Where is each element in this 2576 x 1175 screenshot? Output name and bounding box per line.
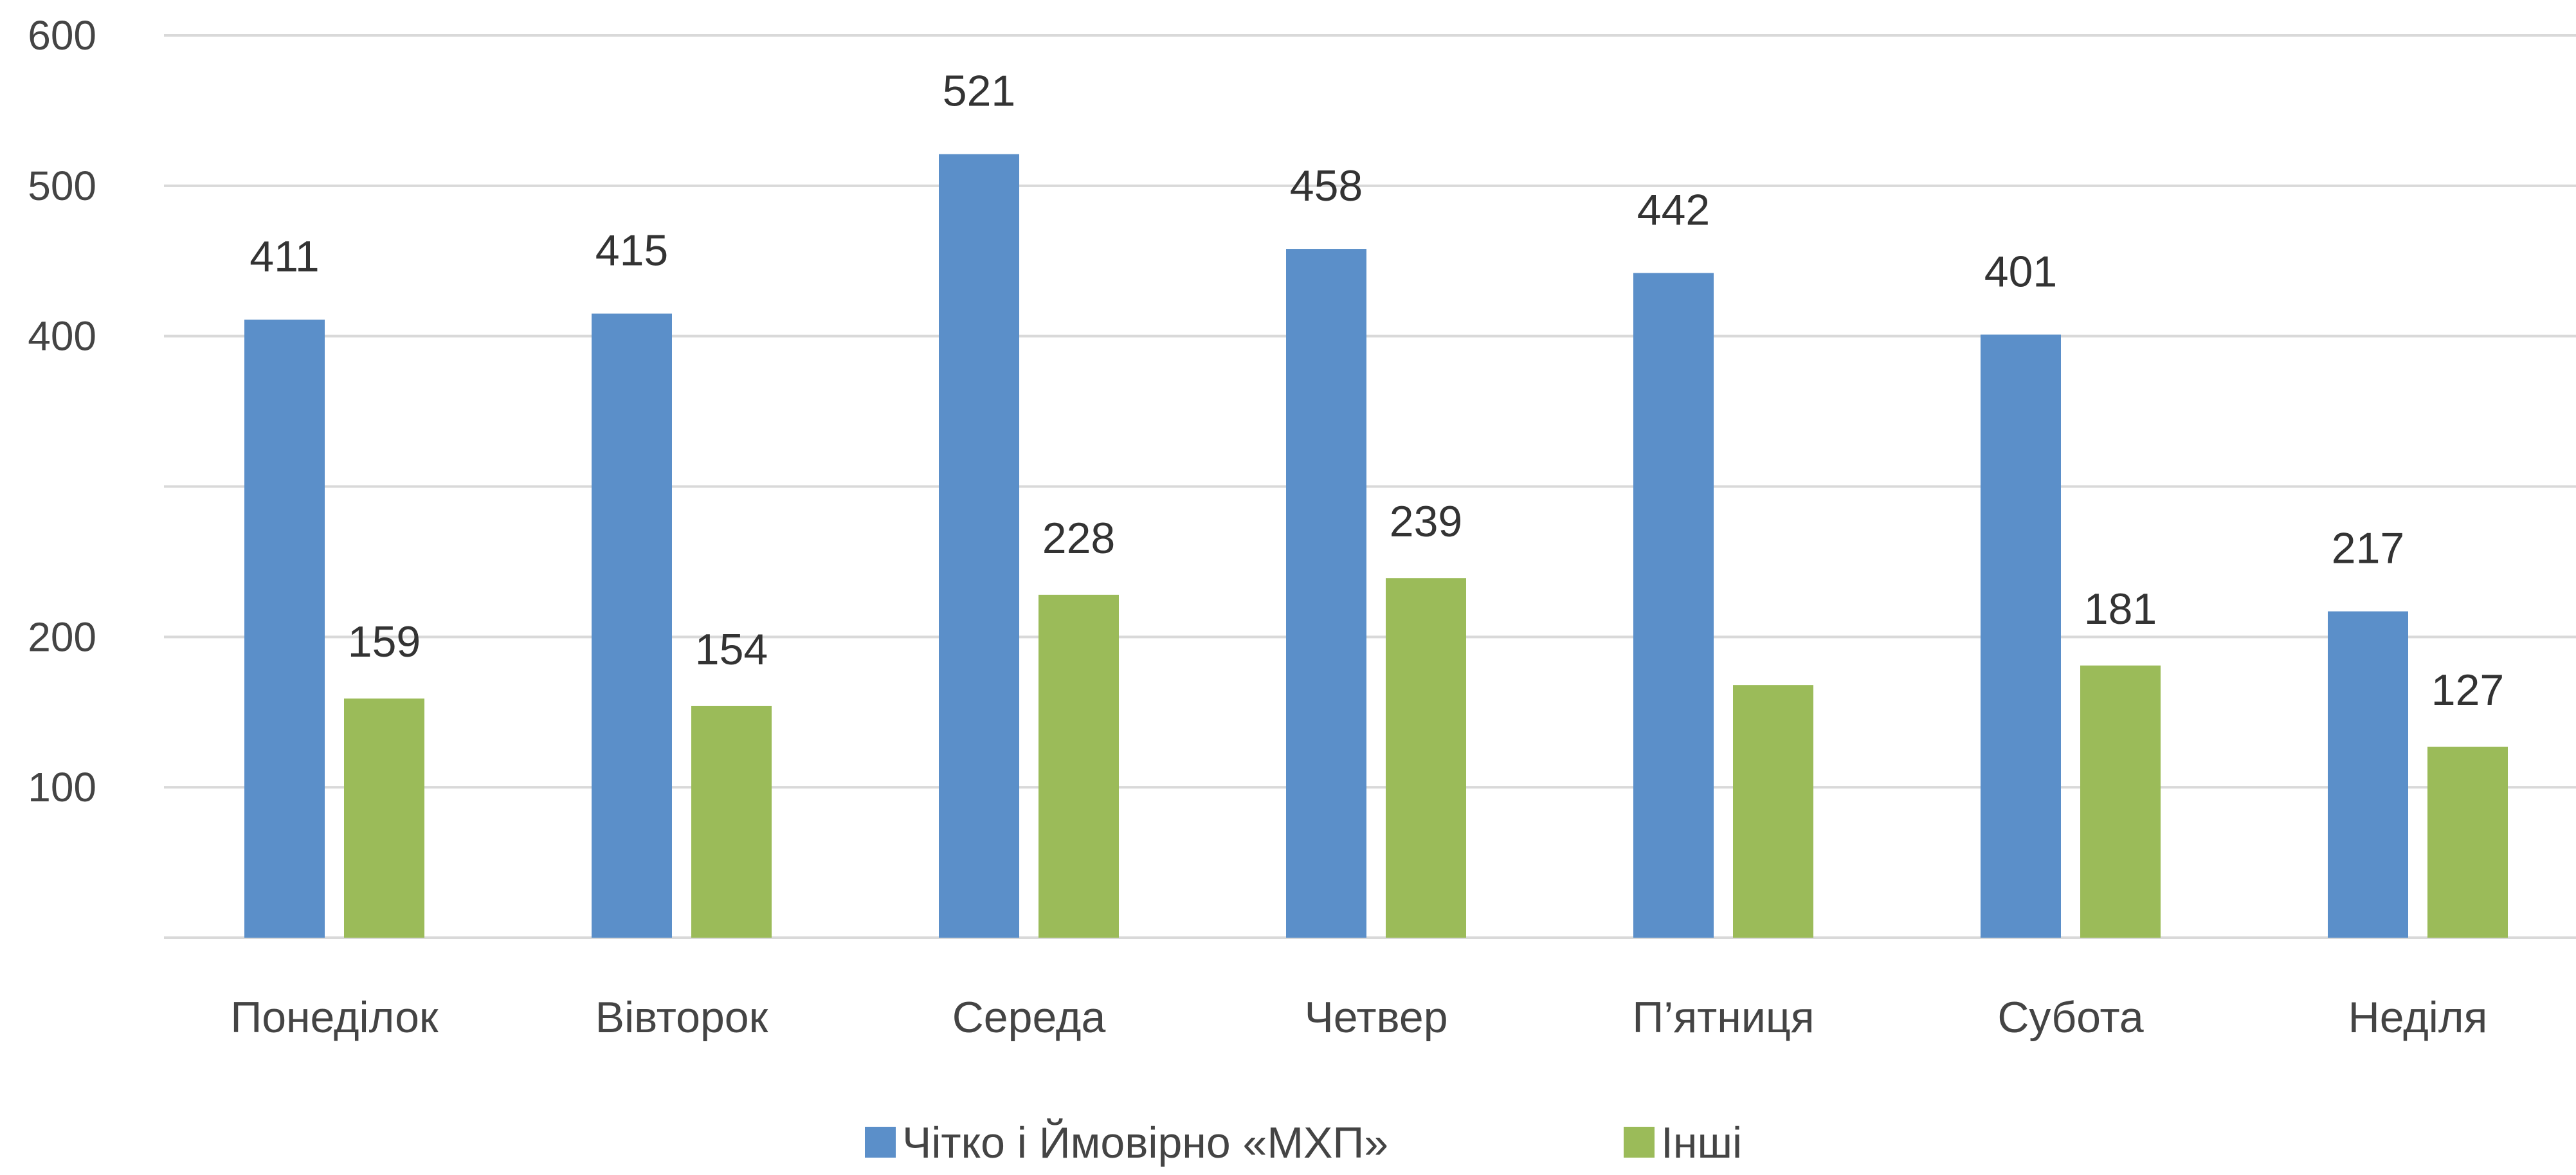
bar-series-1 [244,319,325,938]
y-tick-label: 100 [28,764,96,810]
bar-series-1 [1286,249,1366,938]
bar-series-1 [2328,611,2408,938]
legend-label-series-1: Чітко і Ймовірно «МХП» [902,1118,1388,1167]
bar-series-1 [592,313,672,938]
category-label: Субота [1997,993,2144,1042]
data-label: 411 [249,232,319,281]
bar-series-2 [691,706,772,938]
legend-swatch-series-2 [1624,1127,1655,1158]
data-label: 127 [2431,666,2504,715]
bar-series-2 [1039,594,1119,938]
bar-series-1 [1633,273,1714,938]
data-label: 181 [2084,585,2157,633]
legend-swatch-series-1 [865,1127,896,1158]
data-labels: 411 159 415 154 521 228 458 239 442 401 181 217 127 [249,67,2504,715]
category-label: Четвер [1304,993,1447,1042]
bar-series-2 [2080,665,2161,938]
y-tick-label: 400 [28,313,96,360]
bar-series-2 [344,698,424,938]
data-label: 442 [1637,185,1710,234]
bar-series-2 [2427,747,2508,938]
category-label: Неділя [2348,993,2488,1042]
data-label: 401 [1984,247,2057,296]
data-label: 159 [348,617,421,666]
legend: Чітко і Ймовірно «МХП» Інші [865,1118,1742,1167]
y-axis: 100 200 400 500 600 [28,12,2576,939]
data-label: 239 [1390,497,1462,546]
bar-series-2 [1733,685,1813,938]
legend-label-series-2: Інші [1661,1118,1742,1167]
data-label: 228 [1042,514,1115,563]
data-label: 415 [595,226,668,275]
bar-series-1 [1981,334,2061,938]
y-tick-label: 200 [28,614,96,660]
category-label: Понеділок [230,993,439,1042]
gridlines [164,34,2576,789]
category-label: Середа [952,993,1106,1042]
data-label: 217 [2332,524,2404,573]
bar-series-2 [1386,578,1466,938]
bars [244,154,2508,938]
data-label: 458 [1290,161,1363,210]
y-tick-label: 500 [28,163,96,209]
data-label: 154 [695,625,768,674]
x-axis: Понеділок Вівторок Середа Четвер П’ятниця Суб… [230,993,2487,1042]
y-tick-label: 600 [28,12,96,59]
data-label: 521 [943,67,1015,116]
category-label: П’ятниця [1632,993,1814,1042]
bar-series-1 [939,154,1019,938]
category-label: Вівторок [595,993,769,1042]
